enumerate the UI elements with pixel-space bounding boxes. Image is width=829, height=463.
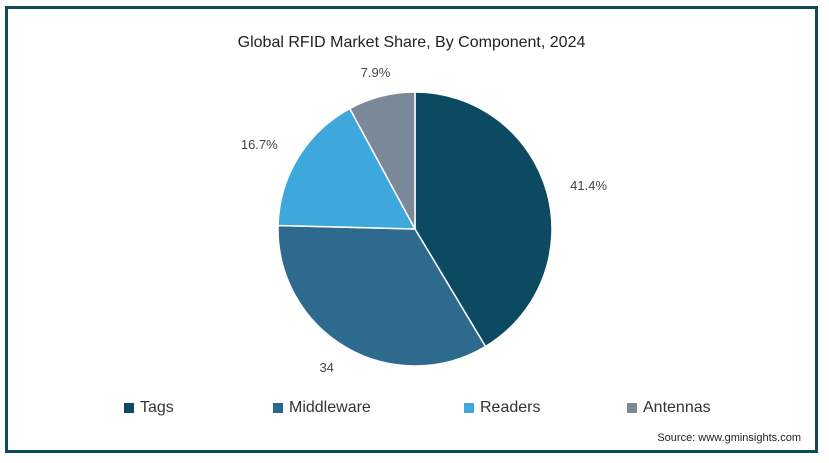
legend-swatch-antennas [627, 403, 637, 413]
legend-label-antennas: Antennas [643, 399, 711, 416]
slice-label-middleware: 34 [319, 360, 333, 375]
legend-item-readers: Readers [464, 399, 540, 417]
pie-chart: 41.4% 34 16.7% 7.9% [241, 65, 608, 375]
legend-item-tags: Tags [124, 399, 174, 417]
pie-slices [277, 91, 553, 367]
legend-label-readers: Readers [480, 399, 541, 416]
pie-labels: 41.4% 34 16.7% 7.9% [241, 65, 608, 375]
slice-label-readers: 16.7% [241, 137, 278, 152]
chart-title: Global RFID Market Share, By Component, … [237, 34, 586, 51]
source-note: Source: www.gminsights.com [657, 432, 801, 444]
pie-slice-antennas [348, 91, 416, 230]
legend: Tags Middleware Readers Antennas [8, 399, 815, 421]
pie-slice-tags [414, 91, 553, 348]
legend-item-antennas: Antennas [627, 399, 711, 417]
pie-slice-readers [277, 107, 417, 230]
slice-label-tags: 41.4% [570, 178, 607, 193]
legend-label-middleware: Middleware [289, 399, 371, 416]
legend-swatch-readers [464, 403, 474, 413]
chart-frame: Global RFID Market Share, By Component, … [5, 6, 818, 453]
legend-swatch-middleware [273, 403, 283, 413]
legend-item-middleware: Middleware [273, 399, 371, 417]
pie-slice-middleware [277, 224, 487, 367]
legend-swatch-tags [124, 403, 134, 413]
legend-label-tags: Tags [140, 399, 174, 416]
slice-label-antennas: 7.9% [361, 65, 391, 80]
